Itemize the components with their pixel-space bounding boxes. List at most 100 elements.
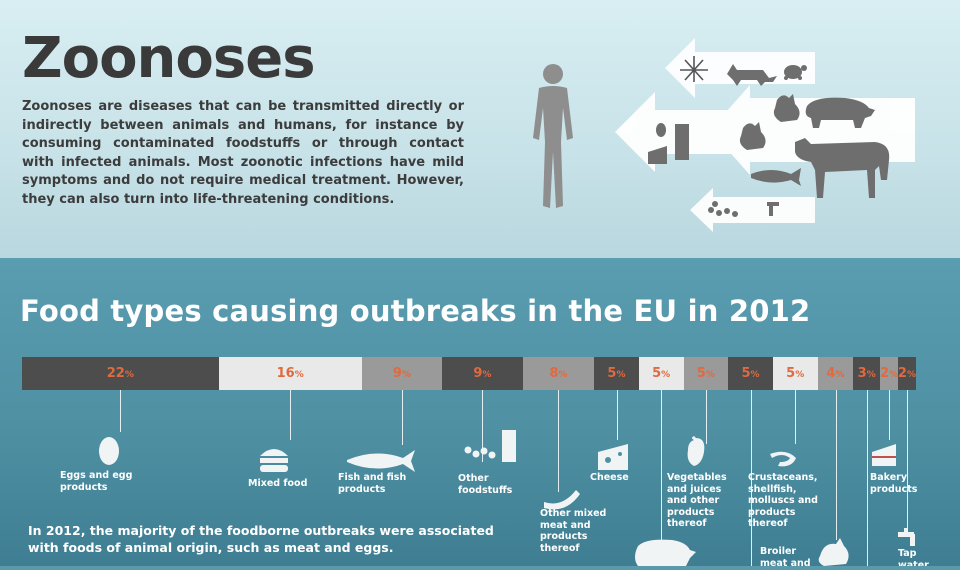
cheese-icon (598, 444, 628, 470)
percent-unit: % (705, 370, 715, 380)
percent-unit: % (866, 370, 876, 380)
pig-icon (635, 539, 696, 566)
sausage-icon (544, 490, 580, 510)
leader-line (795, 390, 797, 444)
chicken-icon-2 (739, 122, 766, 150)
leader-line (120, 390, 122, 432)
percent-unit: % (482, 370, 492, 380)
bar-segment: 9% (361, 357, 443, 390)
mosquito-icon (680, 56, 708, 82)
zoonoses-illustration (533, 38, 915, 232)
leader-line (889, 390, 891, 440)
percent-unit: % (750, 370, 760, 380)
bar-segment: 2% (880, 357, 898, 390)
chart-title: Food types causing outbreaks in the EU i… (20, 294, 811, 328)
bar-segment: 2% (898, 357, 916, 390)
percent-unit: % (889, 370, 899, 380)
cake-icon (872, 444, 896, 466)
pepper-icon (687, 436, 705, 466)
bar-segment: 22% (22, 357, 219, 390)
bar-segment: 16% (218, 357, 362, 390)
chart-panel (0, 258, 960, 566)
berries-icon (464, 430, 516, 462)
chicken-icon (773, 94, 800, 122)
leader-line (558, 390, 560, 492)
category-label: Mixed food (248, 478, 308, 489)
category-label: Fish and fish products (338, 472, 407, 495)
segment-value-label: 16% (276, 366, 304, 381)
cheese-icon (648, 146, 667, 164)
leader-line (866, 390, 868, 566)
bar-segment: 5% (638, 357, 684, 390)
bar-segment: 5% (728, 357, 773, 390)
human-figure-icon (533, 64, 573, 208)
intro-text: Zoonoses are diseases that can be transm… (22, 99, 464, 207)
percent-unit: % (401, 370, 411, 380)
category-label: Crustaceans, shellfish, molluscs and pro… (748, 472, 818, 529)
tap-icon (767, 202, 779, 216)
berries-icon (708, 201, 738, 217)
percent-unit: % (906, 370, 916, 380)
fish-icon (347, 450, 415, 472)
egg-icon (656, 123, 666, 137)
segment-value-label: 3% (857, 366, 876, 381)
leader-line (705, 390, 707, 444)
segment-value-label: 9% (473, 366, 492, 381)
tap-icon (898, 528, 915, 546)
segment-value-label: 9% (392, 366, 411, 381)
leader-line (661, 390, 663, 540)
leader-line (907, 390, 909, 532)
bar-segment: 3% (853, 357, 881, 390)
turtle-icon (784, 65, 807, 80)
arrow-lower (690, 188, 815, 232)
category-label: Other foodstuffs (458, 473, 513, 496)
percent-unit: % (795, 370, 805, 380)
segment-value-label: 8% (549, 366, 568, 381)
segment-value-label: 2% (880, 366, 899, 381)
segment-value-label: 4% (826, 366, 845, 381)
category-label: Tap water (898, 548, 929, 566)
segment-value-label: 5% (607, 366, 626, 381)
leader-line (750, 390, 752, 566)
bar-segment: 9% (442, 357, 523, 390)
leader-line (835, 390, 837, 540)
leader-line (616, 390, 618, 440)
egg-icon (99, 437, 119, 465)
category-label: Bakery products (870, 472, 918, 495)
leader-line (401, 390, 403, 445)
bar-segment: 5% (594, 357, 639, 390)
segment-value-label: 22% (106, 366, 134, 381)
percent-unit: % (661, 370, 671, 380)
page-title: Zoonoses (22, 26, 316, 91)
percent-unit: % (558, 370, 568, 380)
segment-value-label: 5% (696, 366, 715, 381)
chicken-icon (818, 538, 849, 566)
segment-value-label: 5% (741, 366, 760, 381)
arrow-upper (665, 38, 815, 98)
bar-segment: 4% (817, 357, 854, 390)
category-label: Other mixed meat and products thereof (540, 508, 607, 554)
percent-unit: % (835, 370, 845, 380)
bar-segment: 5% (772, 357, 818, 390)
pig-icon (805, 97, 875, 128)
segment-value-label: 5% (652, 366, 671, 381)
stacked-percentage-bar: 22% 16% 9% 9% 8% 5% 5% 5% 5% 5% 4% 3% 2% 2% (22, 357, 916, 390)
segment-value-label: 5% (786, 366, 805, 381)
percent-unit: % (124, 370, 134, 380)
summary-text: In 2012, the majority of the foodborne o… (28, 523, 494, 555)
bar-segment: 8% (522, 357, 595, 390)
category-label: Broiler meat and products (760, 546, 811, 566)
category-label: Cheese (590, 472, 629, 483)
milk-carton-icon (675, 124, 689, 160)
leader-line (482, 390, 484, 462)
category-label: Vegetables and juices and other products… (667, 472, 727, 529)
percent-unit: % (616, 370, 626, 380)
percent-unit: % (294, 370, 304, 380)
leader-line (290, 390, 292, 440)
burger-icon (260, 449, 288, 472)
cow-icon (795, 138, 890, 198)
shrimp-icon (770, 451, 796, 467)
fish-icon (751, 168, 801, 186)
bar-segment: 5% (683, 357, 729, 390)
fox-icon (727, 64, 777, 86)
